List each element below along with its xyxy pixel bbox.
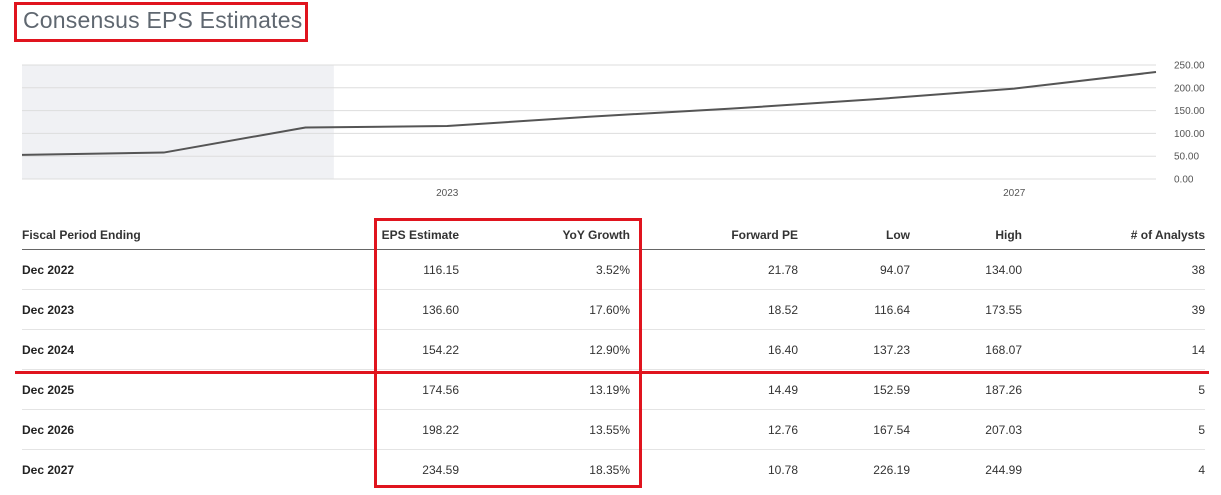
page-title: Consensus EPS Estimates (23, 7, 303, 33)
y-tick-label: 250.00 (1174, 61, 1205, 72)
cell-num-analysts: 38 (1022, 249, 1205, 290)
table-row: Dec 2022 116.15 3.52% 21.78 94.07 134.00 38 (22, 249, 1205, 290)
cell-num-analysts: 5 (1022, 369, 1205, 410)
cell-eps-estimate: 154.22 (222, 329, 459, 370)
eps-data-point (305, 126, 307, 128)
cell-num-analysts: 4 (1198, 462, 1205, 477)
cell-high: 173.55 (910, 289, 1022, 330)
cell-yoy-growth: 13.19% (459, 369, 630, 410)
cell-forward-pe: 18.52 (630, 289, 798, 330)
y-tick-label: 100.00 (1174, 129, 1205, 140)
cell-period: Dec 2025 (22, 369, 222, 410)
title-highlight-box (14, 2, 308, 42)
cell-high: 134.00 (910, 249, 1022, 290)
eps-line-chart: 250.00 200.00 150.00 100.00 50.00 0.00 2023 202… (21, 61, 1205, 199)
eps-data-point (588, 116, 590, 118)
y-tick-label: 200.00 (1174, 83, 1205, 94)
cell-low: 152.59 (798, 369, 910, 410)
cell-low: 137.23 (798, 329, 910, 370)
eps-data-point (446, 125, 448, 127)
eps-data-point (730, 108, 732, 110)
cell-yoy-growth: 3.52% (459, 249, 630, 290)
x-tick-label: 2027 (1003, 188, 1026, 199)
cell-low: 94.07 (798, 249, 910, 290)
table-row: Dec 2023 136.60 17.60% 18.52 116.64 173.55 39 (22, 289, 1205, 330)
cell-period: Dec 2027 (22, 462, 75, 477)
eps-series-line (21, 71, 1157, 156)
table-header-row: Fiscal Period Ending EPS Estimate YoY Gr… (22, 220, 1205, 250)
cell-period: Dec 2024 (22, 329, 222, 370)
header-forward-pe[interactable]: Forward PE (630, 220, 798, 250)
historical-shade (22, 65, 334, 179)
header-low[interactable]: Low (798, 220, 910, 250)
eps-data-point (21, 154, 23, 156)
cell-yoy-growth: 12.90% (459, 329, 630, 370)
cell-forward-pe: 12.76 (630, 409, 798, 450)
cell-high: 244.99 (985, 462, 1022, 477)
cell-low: 116.64 (798, 289, 910, 330)
cell-eps-estimate: 116.15 (222, 249, 459, 290)
cell-high: 207.03 (910, 409, 1022, 450)
cell-low: 226.19 (873, 462, 910, 477)
table-row: Dec 2025 174.56 13.19% 14.49 152.59 187.26 5 (22, 369, 1205, 410)
cell-forward-pe: 10.78 (767, 462, 798, 477)
cell-period: Dec 2023 (22, 289, 222, 330)
eps-estimates-table: Fiscal Period Ending EPS Estimate YoY Gr… (22, 220, 1205, 489)
cell-eps-estimate: 198.22 (222, 409, 459, 450)
table-row: Dec 2027 234.59 18.35% 10.78 226.19 244.99 4 (22, 450, 1205, 490)
cell-forward-pe: 14.49 (630, 369, 798, 410)
header-num-analysts[interactable]: # of Analysts (1022, 220, 1205, 250)
y-tick-label: 150.00 (1174, 106, 1205, 117)
cell-yoy-growth: 17.60% (459, 289, 630, 330)
cell-eps-estimate: 136.60 (222, 289, 459, 330)
y-tick-label: 50.00 (1174, 152, 1199, 163)
cell-forward-pe: 21.78 (630, 249, 798, 290)
y-tick-label: 0.00 (1174, 175, 1194, 186)
cell-high: 187.26 (910, 369, 1022, 410)
table-row: Dec 2026 198.22 13.55% 12.76 167.54 207.03 5 (22, 409, 1205, 450)
cell-num-analysts: 5 (1022, 409, 1205, 450)
eps-data-point (1155, 71, 1157, 73)
header-eps-estimate[interactable]: EPS Estimate (222, 220, 459, 250)
cell-num-analysts: 39 (1022, 289, 1205, 330)
cell-yoy-growth: 13.55% (459, 409, 630, 450)
cell-period: Dec 2026 (22, 409, 222, 450)
cell-eps-estimate: 174.56 (222, 369, 459, 410)
header-fiscal-period[interactable]: Fiscal Period Ending (22, 220, 222, 250)
cell-yoy-growth: 18.35% (589, 462, 630, 477)
header-yoy-growth[interactable]: YoY Growth (459, 220, 630, 250)
cell-num-analysts: 14 (1022, 329, 1205, 370)
x-tick-label: 2023 (436, 188, 459, 199)
table-row: Dec 2024 154.22 12.90% 16.40 137.23 168.07 14 (22, 329, 1205, 370)
eps-data-point (872, 98, 874, 100)
cell-eps-estimate: 234.59 (422, 462, 459, 477)
header-high[interactable]: High (910, 220, 1022, 250)
eps-data-point (1013, 88, 1015, 90)
cell-period: Dec 2022 (22, 249, 222, 290)
cell-low: 167.54 (798, 409, 910, 450)
cell-high: 168.07 (910, 329, 1022, 370)
cell-forward-pe: 16.40 (630, 329, 798, 370)
eps-data-point (163, 152, 165, 154)
